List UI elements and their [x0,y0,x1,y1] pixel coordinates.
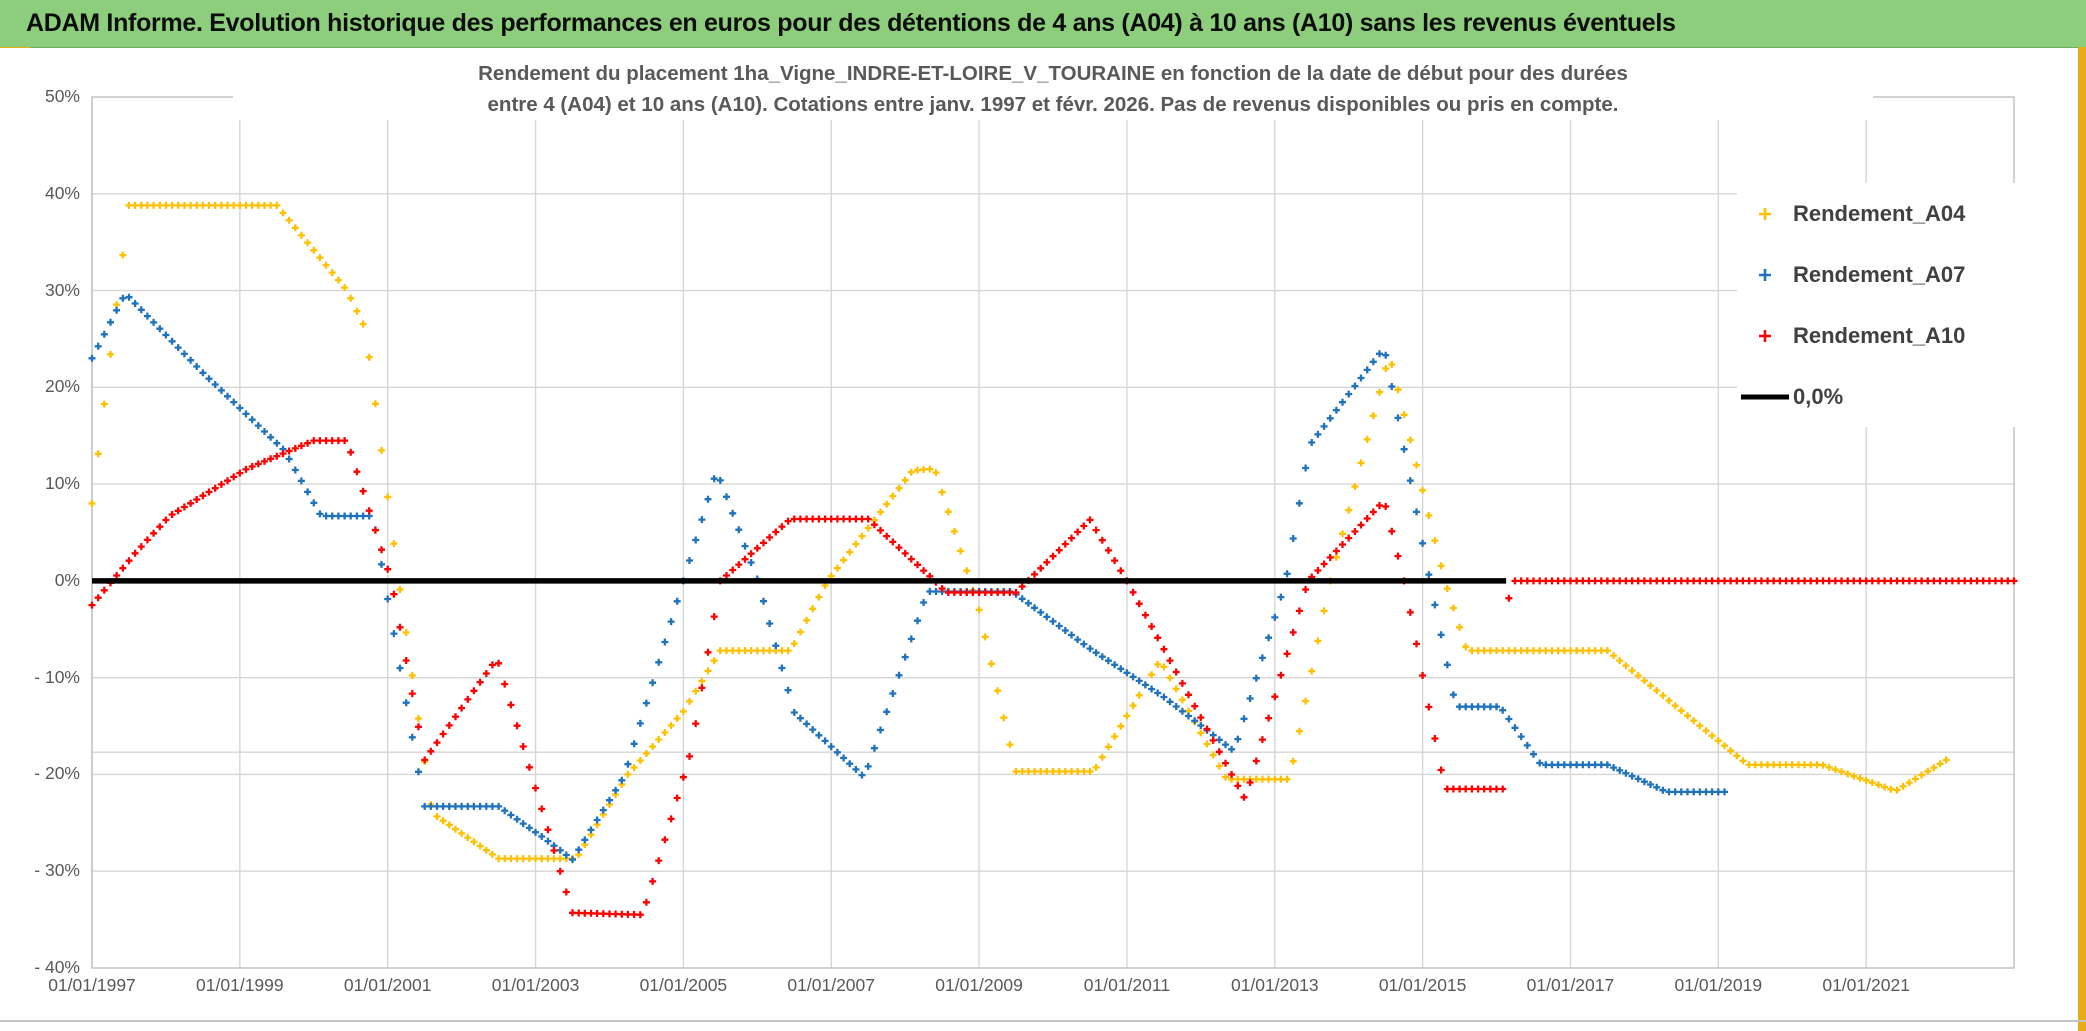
chart-title: Rendement du placement 1ha_Vigne_INDRE-E… [233,58,1873,120]
y-axis-label: 0% [54,569,80,590]
legend-label: Rendement_A04 [1793,200,1966,226]
y-axis-label: - 10% [34,666,80,687]
x-axis-label: 01/01/2019 [1674,975,1763,995]
legend-item-rendement-a04[interactable]: Rendement_A04 [1737,183,2069,244]
y-axis-label: 40% [44,182,80,203]
x-axis-label: 01/01/2015 [1378,975,1467,995]
x-axis-label: 01/01/2007 [787,975,876,995]
x-axis-label: 01/01/2009 [935,975,1023,995]
series-rendement-a04 [88,201,1950,863]
chart-title-line1: Rendement du placement 1ha_Vigne_INDRE-E… [478,62,1628,85]
y-axis-label: - 20% [34,763,80,784]
legend-plus-marker-icon [1737,205,1793,223]
x-axis-label: 01/01/1997 [48,975,136,995]
gold-right-accent [2078,47,2086,1031]
legend-plus-marker-icon [1737,327,1793,345]
x-axis-label: 01/01/2003 [491,975,580,995]
header-title: ADAM Informe. Evolution historique des p… [26,9,1676,37]
y-axis-label: 50% [44,86,80,106]
x-axis-label: 01/01/2001 [343,975,432,995]
legend-line-swatch [1737,393,1793,401]
legend-item-rendement-a10[interactable]: Rendement_A10 [1737,305,2069,366]
y-axis-label: - 30% [34,860,80,881]
header-bar: ADAM Informe. Evolution historique des p… [0,0,2086,48]
chart-title-line2: entre 4 (A04) et 10 ans (A10). Cotations… [487,93,1619,116]
y-axis-label: 30% [44,279,80,300]
x-axis-label: 01/01/1999 [196,975,284,995]
x-axis-label: 01/01/2011 [1083,975,1171,995]
legend-plus-marker-icon [1737,266,1793,284]
y-axis-label: 20% [44,376,80,397]
legend-label: Rendement_A10 [1793,322,1966,348]
x-axis-label: 01/01/2017 [1526,975,1615,995]
series-rendement-a10 [88,437,2018,919]
legend-label: Rendement_A07 [1793,261,1966,287]
legend: Rendement_A04 Rendement_A07 Rendement_A10 0… [1737,183,2069,427]
plot-border [91,96,2015,969]
x-axis-label: 01/01/2005 [639,975,728,995]
x-axis-label: 01/01/2013 [1230,975,1319,995]
legend-item-0-0-[interactable]: 0,0% [1737,366,2069,427]
chart-card: Rendement du placement 1ha_Vigne_INDRE-E… [0,48,2078,1020]
card-bottom-border [0,1020,2086,1022]
legend-item-rendement-a07[interactable]: Rendement_A07 [1737,244,2069,305]
y-axis-label: 10% [44,473,80,494]
x-axis-label: 01/01/2021 [1822,975,1910,995]
y-axis-label: - 40% [34,957,80,977]
legend-label: 0,0% [1793,383,1844,409]
